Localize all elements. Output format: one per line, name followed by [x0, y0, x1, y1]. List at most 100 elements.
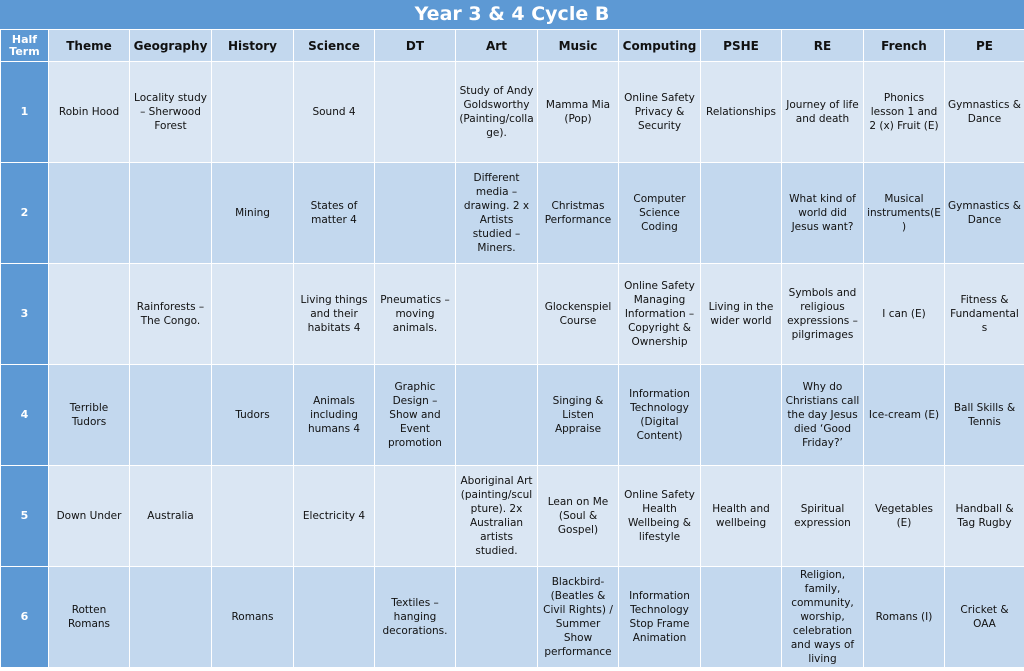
cell-theme — [48, 162, 130, 264]
cell-pshe — [700, 364, 782, 466]
cell-computing: Computer Science Coding — [618, 162, 701, 264]
cell-computing: Information Technology (Digital Content) — [618, 364, 701, 466]
cell-pshe — [700, 566, 782, 668]
table-body: 1 Robin Hood Locality study – Sherwood For… — [0, 61, 1024, 668]
cell-dt — [374, 162, 456, 264]
half-term-number: 5 — [0, 465, 49, 567]
cell-pe: Cricket & OAA — [944, 566, 1024, 668]
cell-re: Spiritual expression — [781, 465, 864, 567]
half-term-number: 1 — [0, 61, 49, 163]
cell-history — [211, 263, 294, 365]
cell-french: Phonics lesson 1 and 2 (x) Fruit (E) — [863, 61, 945, 163]
cell-pe: Gymnastics & Dance — [944, 61, 1024, 163]
cell-geography: Australia — [129, 465, 212, 567]
cell-re: Why do Christians call the day Jesus die… — [781, 364, 864, 466]
column-header-history: History — [211, 29, 294, 62]
cell-french: I can (E) — [863, 263, 945, 365]
cell-theme: Down Under — [48, 465, 130, 567]
cell-dt: Graphic Design – Show and Event promotio… — [374, 364, 456, 466]
cell-history — [211, 465, 294, 567]
cell-french: Ice-cream (E) — [863, 364, 945, 466]
cell-re: Journey of life and death — [781, 61, 864, 163]
table-row: 3 Rainforests – The Congo. Living things a… — [0, 263, 1024, 365]
cell-art — [455, 263, 538, 365]
cell-art: Different media – drawing. 2 x Artists s… — [455, 162, 538, 264]
column-header-theme: Theme — [48, 29, 130, 62]
cell-dt — [374, 61, 456, 163]
cell-re: Religion, family, community, worship, ce… — [781, 566, 864, 668]
cell-music: Singing & Listen Appraise — [537, 364, 619, 466]
cell-theme: Robin Hood — [48, 61, 130, 163]
cell-music: Lean on Me (Soul & Gospel) — [537, 465, 619, 567]
table-row: 2 Mining States of matter 4 Different media… — [0, 162, 1024, 264]
cell-music: Blackbird- (Beatles & Civil Rights) / Su… — [537, 566, 619, 668]
header-row: Half Term Theme Geography History Science DT A… — [0, 29, 1024, 62]
column-header-science: Science — [293, 29, 375, 62]
column-header-french: French — [863, 29, 945, 62]
cell-science: States of matter 4 — [293, 162, 375, 264]
cell-pe: Ball Skills & Tennis — [944, 364, 1024, 466]
half-term-number: 4 — [0, 364, 49, 466]
cell-science: Electricity 4 — [293, 465, 375, 567]
column-header-geography: Geography — [129, 29, 212, 62]
cell-dt: Pneumatics – moving animals. — [374, 263, 456, 365]
cell-pshe: Living in the wider world — [700, 263, 782, 365]
cell-art — [455, 364, 538, 466]
cell-pshe — [700, 162, 782, 264]
cell-pshe: Relationships — [700, 61, 782, 163]
column-header-dt: DT — [374, 29, 456, 62]
cell-dt: Textiles – hanging decorations. — [374, 566, 456, 668]
cell-pe: Gymnastics & Dance — [944, 162, 1024, 264]
cell-computing: Online Safety Health Wellbeing & lifesty… — [618, 465, 701, 567]
cell-geography — [129, 364, 212, 466]
cell-geography — [129, 566, 212, 668]
cell-computing: Online Safety Managing Information – Cop… — [618, 263, 701, 365]
cell-science: Animals including humans 4 — [293, 364, 375, 466]
table-row: 5 Down Under Australia Electricity 4 Aborigi… — [0, 465, 1024, 567]
table-row: 6 Rotten Romans Romans Textiles – hanging d… — [0, 566, 1024, 668]
column-header-pe: PE — [944, 29, 1024, 62]
cell-music: Mamma Mia (Pop) — [537, 61, 619, 163]
table-row: 1 Robin Hood Locality study – Sherwood For… — [0, 61, 1024, 163]
cell-re: Symbols and religious expressions – pilg… — [781, 263, 864, 365]
cell-music: Glockenspiel Course — [537, 263, 619, 365]
cell-music: Christmas Performance — [537, 162, 619, 264]
cell-art: Study of Andy Goldsworthy (Painting/coll… — [455, 61, 538, 163]
cell-history: Tudors — [211, 364, 294, 466]
cell-pshe: Health and wellbeing — [700, 465, 782, 567]
cell-french: Musical instruments(E) — [863, 162, 945, 264]
column-header-pshe: PSHE — [700, 29, 782, 62]
cell-computing: Information Technology Stop Frame Animat… — [618, 566, 701, 668]
cell-geography — [129, 162, 212, 264]
cell-french: Romans (I) — [863, 566, 945, 668]
table-row: 4 Terrible Tudors Tudors Animals including … — [0, 364, 1024, 466]
cell-geography: Locality study – Sherwood Forest — [129, 61, 212, 163]
cell-science: Living things and their habitats 4 — [293, 263, 375, 365]
cell-theme: Rotten Romans — [48, 566, 130, 668]
page-title: Year 3 & 4 Cycle B — [0, 0, 1024, 30]
cell-science — [293, 566, 375, 668]
cell-history: Mining — [211, 162, 294, 264]
cell-theme: Terrible Tudors — [48, 364, 130, 466]
cell-pe: Fitness & Fundamentals — [944, 263, 1024, 365]
column-header-art: Art — [455, 29, 538, 62]
cell-history — [211, 61, 294, 163]
cell-re: What kind of world did Jesus want? — [781, 162, 864, 264]
curriculum-table: Half Term Theme Geography History Science DT A… — [0, 29, 1024, 668]
cell-computing: Online Safety Privacy & Security — [618, 61, 701, 163]
half-term-number: 2 — [0, 162, 49, 264]
cell-art — [455, 566, 538, 668]
cell-science: Sound 4 — [293, 61, 375, 163]
column-header-re: RE — [781, 29, 864, 62]
cell-pe: Handball & Tag Rugby — [944, 465, 1024, 567]
cell-history: Romans — [211, 566, 294, 668]
cell-dt — [374, 465, 456, 567]
cell-french: Vegetables (E) — [863, 465, 945, 567]
cell-art: Aboriginal Art (painting/sculpture). 2x … — [455, 465, 538, 567]
cell-theme — [48, 263, 130, 365]
cell-geography: Rainforests – The Congo. — [129, 263, 212, 365]
half-term-number: 6 — [0, 566, 49, 668]
column-header-half-term: Half Term — [0, 29, 49, 62]
column-header-computing: Computing — [618, 29, 701, 62]
